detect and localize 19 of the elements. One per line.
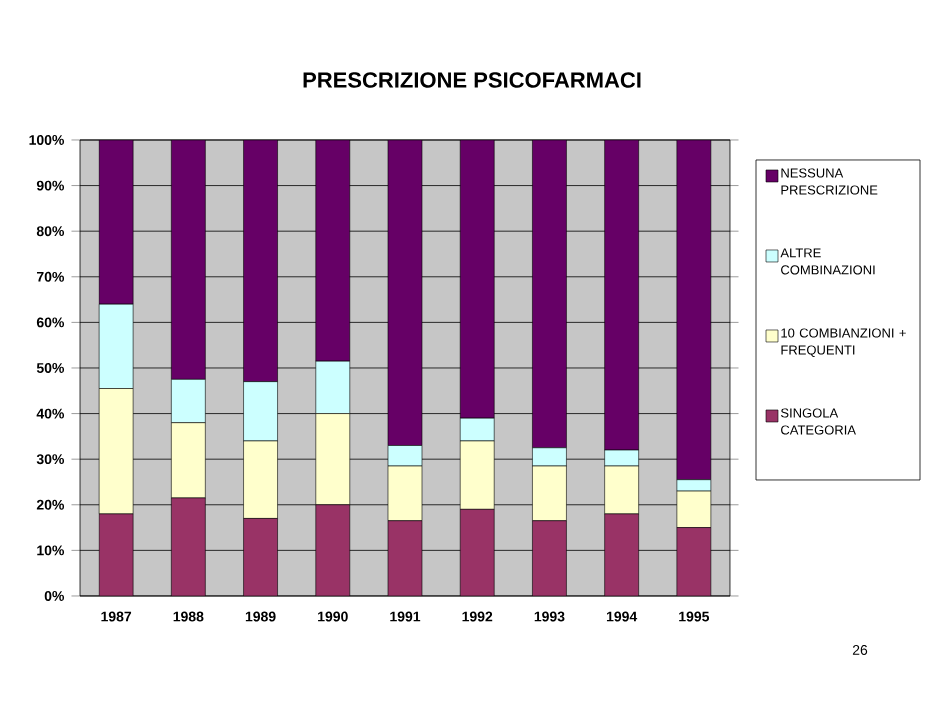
bar: [315, 504, 351, 596]
bar: [315, 139, 351, 362]
bar: [532, 139, 567, 449]
bar: [387, 520, 423, 596]
bar: [171, 497, 206, 596]
bar: [459, 509, 495, 596]
bar: [459, 139, 495, 419]
bar: [243, 139, 278, 382]
chart-title: PRESCRIZIONE PSICOFARMACI: [303, 72, 641, 88]
bar: [243, 518, 278, 596]
bar: [604, 513, 639, 596]
bar: [676, 527, 712, 596]
bar: [532, 520, 567, 596]
bar: [604, 139, 639, 451]
bar: [171, 139, 206, 380]
bar: [98, 513, 134, 596]
bar: [676, 139, 712, 480]
bar: [98, 139, 134, 305]
bar: [387, 139, 423, 446]
